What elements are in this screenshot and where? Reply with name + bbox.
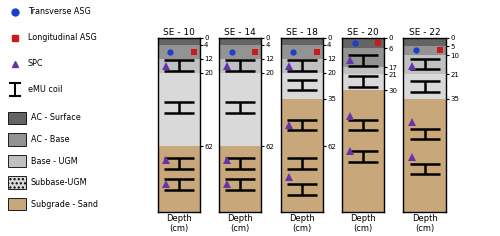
Title: SE - 22: SE - 22: [409, 28, 440, 37]
Bar: [342, 48, 384, 67]
Bar: [8, 133, 26, 146]
Bar: [404, 55, 446, 74]
Bar: [158, 59, 200, 73]
Bar: [342, 67, 384, 74]
Text: Subgrade - Sand: Subgrade - Sand: [30, 200, 98, 209]
X-axis label: Depth
(cm): Depth (cm): [228, 214, 253, 233]
Text: Base - UGM: Base - UGM: [30, 156, 78, 165]
Title: SE - 20: SE - 20: [348, 28, 379, 37]
Bar: [158, 38, 200, 45]
X-axis label: Depth
(cm): Depth (cm): [350, 214, 376, 233]
Title: SE - 14: SE - 14: [224, 28, 256, 37]
Bar: [219, 73, 262, 146]
Bar: [280, 59, 323, 73]
X-axis label: Depth
(cm): Depth (cm): [289, 214, 314, 233]
Bar: [280, 38, 323, 45]
Bar: [404, 46, 446, 55]
Text: SPC: SPC: [28, 59, 44, 68]
Text: Longitudinal ASG: Longitudinal ASG: [28, 33, 96, 42]
Bar: [219, 146, 262, 212]
Text: AC - Surface: AC - Surface: [30, 114, 80, 122]
Bar: [8, 155, 26, 167]
Bar: [404, 74, 446, 99]
Bar: [342, 38, 384, 48]
Bar: [158, 45, 200, 59]
Bar: [280, 99, 323, 212]
Title: SE - 18: SE - 18: [286, 28, 318, 37]
Bar: [219, 45, 262, 59]
X-axis label: Depth
(cm): Depth (cm): [412, 214, 438, 233]
Bar: [404, 38, 446, 46]
Bar: [8, 176, 26, 189]
Bar: [342, 74, 384, 90]
Bar: [219, 59, 262, 73]
Bar: [8, 112, 26, 124]
Bar: [280, 73, 323, 99]
Bar: [158, 146, 200, 212]
Bar: [219, 38, 262, 45]
Bar: [158, 73, 200, 146]
X-axis label: Depth
(cm): Depth (cm): [166, 214, 192, 233]
Text: Transverse ASG: Transverse ASG: [28, 7, 90, 16]
Text: Subbase-UGM: Subbase-UGM: [30, 178, 87, 187]
Bar: [8, 198, 26, 210]
Bar: [342, 90, 384, 212]
Text: eMU coil: eMU coil: [28, 85, 62, 94]
Bar: [404, 99, 446, 212]
Text: AC - Base: AC - Base: [30, 135, 69, 144]
Title: SE - 10: SE - 10: [163, 28, 194, 37]
Bar: [280, 45, 323, 59]
